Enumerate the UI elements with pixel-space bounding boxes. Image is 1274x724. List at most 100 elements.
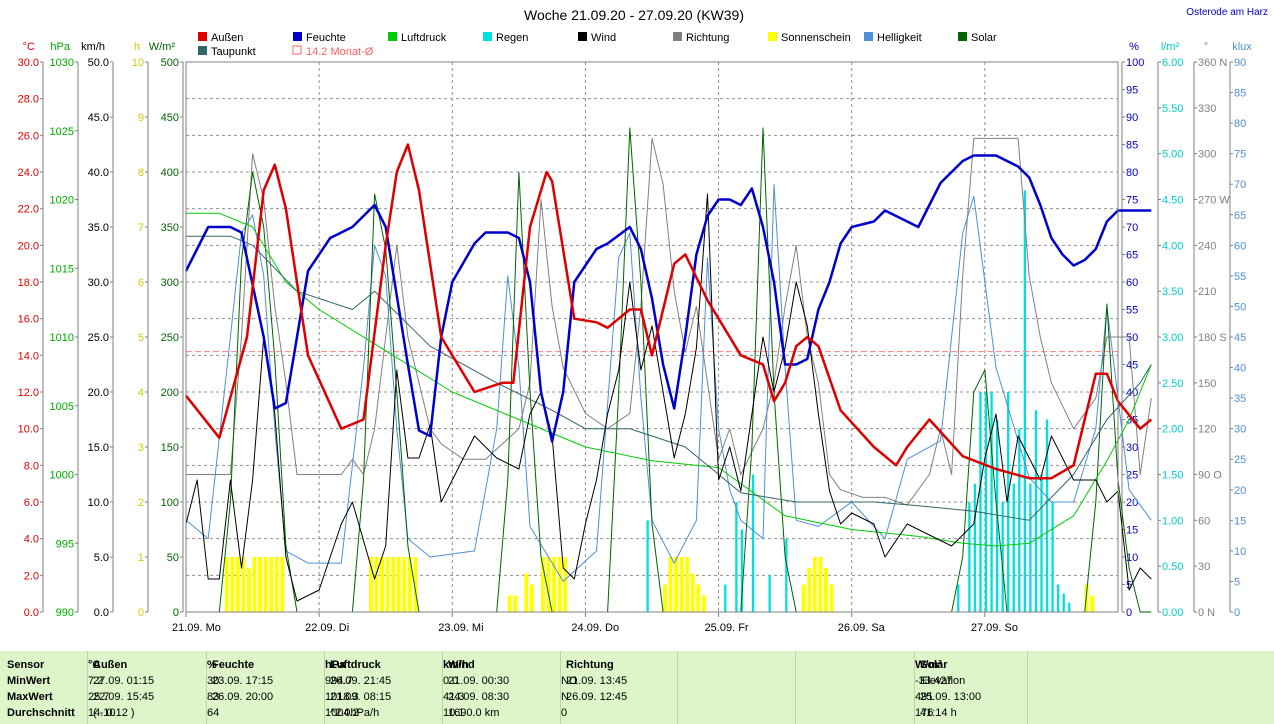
axis-tick-label: 0 — [138, 607, 144, 619]
rain-bar — [1056, 584, 1060, 612]
axis-tick-label: 14.0 — [18, 350, 39, 362]
stats-value: 1004.2 — [325, 707, 359, 719]
axis-tick-label: 80 — [1126, 167, 1138, 179]
sunshine-bar — [402, 557, 407, 612]
axis-tick-label: 25 — [1234, 454, 1246, 466]
stats-trend: ^2.0hPa/h — [330, 707, 380, 719]
rain-bar — [1012, 483, 1015, 612]
axis-tick-label: 360 N — [1198, 57, 1227, 69]
axis-tick-label: 120 — [1198, 424, 1216, 436]
sunshine-bar — [663, 584, 667, 612]
stats-time: 22.09. 15:45 — [93, 691, 155, 703]
location-label: Osterode am Harz — [1186, 7, 1268, 18]
stats-value: 30 — [207, 675, 220, 687]
sunshine-bar — [380, 557, 385, 612]
axis-tick-label: 28.0 — [18, 94, 39, 106]
axis-tick-label: 60 — [1234, 240, 1246, 252]
legend-swatch — [198, 46, 207, 55]
axis-tick-label: 30.0 — [88, 277, 109, 289]
axis-tick-label: 300 — [161, 277, 179, 289]
rain-bar — [1007, 392, 1010, 612]
axis-tick-label: 75 — [1126, 195, 1138, 207]
axis-tick-label: 240 — [1198, 240, 1216, 252]
sunshine-bar — [563, 557, 568, 612]
axis-tick-label: 330 — [1198, 103, 1216, 115]
axis-tick-label: 16.0 — [18, 314, 39, 326]
axis-tick-label: 10 — [132, 57, 144, 69]
rain-bar — [968, 502, 971, 612]
stats-value: 14.10 — [88, 707, 116, 719]
axis-tick-label: 4 — [138, 387, 144, 399]
sunshine-bar — [807, 568, 812, 612]
stats-header: Feuchte — [212, 659, 255, 671]
axis-tick-label: 9 — [138, 112, 144, 124]
legend-swatch — [864, 32, 873, 41]
series-line-außen — [185, 143, 1153, 480]
rain-bar — [735, 502, 738, 612]
axis-tick-label: 0 N — [1198, 607, 1215, 619]
stats-luftdruck: Luftdruck hPa 26.09. 21:45 994.7 21.09. … — [325, 651, 443, 724]
legend-swatch — [483, 32, 492, 41]
rain-bar — [724, 584, 727, 612]
axis-tick-label: 1000 — [50, 470, 74, 482]
axis-tick-label: 1030 — [50, 57, 74, 69]
stats-time: 21.09. 13:45 — [566, 675, 628, 687]
day-label: 22.09. Di — [305, 622, 349, 634]
series-line-taupunkt — [186, 235, 1152, 521]
axis-tick-label: 30 — [1126, 442, 1138, 454]
sunshine-bar — [701, 595, 706, 612]
axis-tick-label: 50 — [1126, 332, 1138, 344]
sunshine-bar — [269, 557, 274, 612]
stats-value: NO — [561, 675, 578, 687]
axis-tick-label: 50 — [167, 552, 179, 564]
axis-tick-label: 3.50 — [1162, 286, 1183, 298]
legend-swatch — [958, 32, 967, 41]
axis-tick-label: 2.50 — [1162, 378, 1183, 390]
stats-time: 23.09. 17:15 — [212, 675, 274, 687]
legend-label: Sonnenschein — [781, 32, 851, 44]
axis-tick-label: 75 — [1234, 149, 1246, 161]
sunshine-bar — [407, 557, 412, 612]
axis-tick-label: 90 — [1234, 57, 1246, 69]
stats-empty-1 — [678, 651, 796, 724]
legend-swatch — [198, 32, 207, 41]
sunshine-bar — [413, 557, 418, 612]
sunshine-bar — [801, 584, 806, 612]
legend-label: Regen — [496, 32, 528, 44]
axis-tick-label: 2.00 — [1162, 424, 1183, 436]
sunshine-bar — [557, 557, 562, 612]
axis-tick-label: 90 — [1126, 112, 1138, 124]
sunshine-bar — [823, 568, 828, 612]
sunshine-bar — [385, 557, 390, 612]
stats-time: 25.09. 13:00 — [920, 691, 982, 703]
stats-value: 64 — [207, 707, 220, 719]
sunshine-bar — [252, 557, 257, 612]
rain-bar — [1045, 419, 1049, 612]
stats-value: 0.0 — [443, 675, 459, 687]
axis-tick-label: 20.0 — [18, 240, 39, 252]
legend-label: Luftdruck — [401, 32, 447, 44]
sunshine-bar — [552, 557, 557, 612]
axis-tick-label: 90 O — [1198, 470, 1222, 482]
axis-tick-label: 85 — [1234, 88, 1246, 100]
stats-value: 0 — [561, 707, 568, 719]
sunshine-bar — [524, 573, 529, 612]
axis-tick-label: 1015 — [50, 263, 74, 275]
rain-bar — [1068, 602, 1071, 612]
sunshine-bar — [679, 557, 684, 612]
axis-tick-label: 270 W — [1198, 195, 1230, 207]
sunshine-bar — [258, 557, 263, 612]
axis-tick-label: 12.0 — [18, 387, 39, 399]
axis-tick-label: 25 — [1126, 470, 1138, 482]
rain-bar — [1023, 190, 1027, 613]
sunshine-bar — [396, 557, 401, 612]
axis-tick-label: 0.50 — [1162, 561, 1183, 573]
stats-trend: ( - 0.12 ) — [93, 707, 135, 719]
axis-tick-label: 20 — [1234, 485, 1246, 497]
axis-tick-label: 80 — [1234, 118, 1246, 130]
axis-tick-label: 10 — [1126, 552, 1138, 564]
sunshine-bar — [391, 557, 396, 612]
axis-tick-label: 22.0 — [18, 204, 39, 216]
rain-bar — [1001, 502, 1004, 612]
sunshine-bar — [247, 568, 251, 612]
